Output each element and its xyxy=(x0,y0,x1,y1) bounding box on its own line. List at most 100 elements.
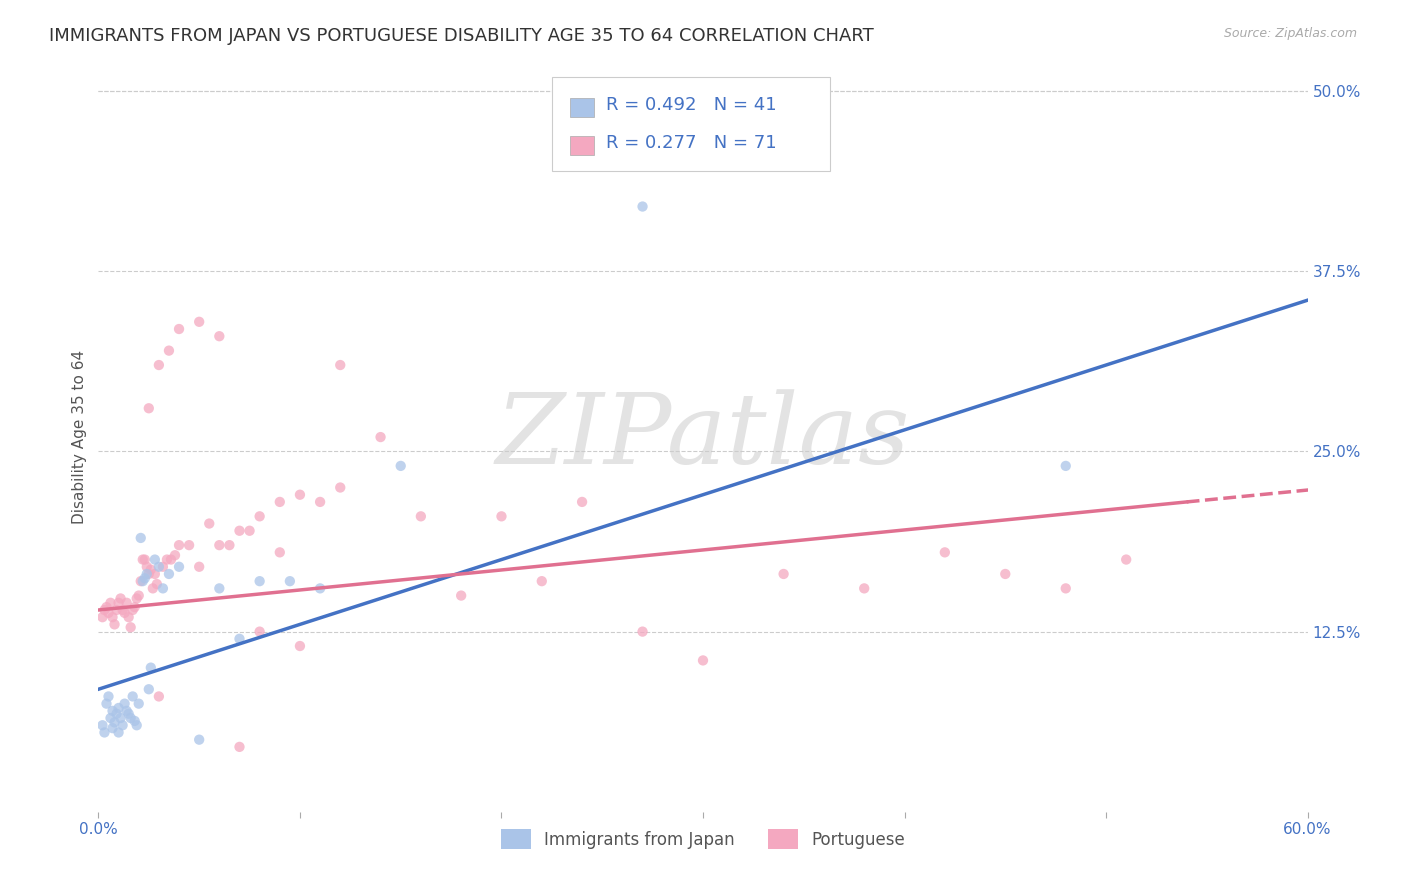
Point xyxy=(167,322,190,336)
Point xyxy=(249,624,271,639)
Point xyxy=(156,552,179,566)
Point xyxy=(571,495,593,509)
Point xyxy=(121,603,143,617)
Point xyxy=(118,610,141,624)
Point xyxy=(146,577,169,591)
Point xyxy=(631,624,654,639)
Point xyxy=(278,574,301,589)
Point xyxy=(370,430,392,444)
Point xyxy=(167,538,190,552)
Point xyxy=(111,718,134,732)
Point xyxy=(530,574,553,589)
Point xyxy=(91,718,114,732)
Point xyxy=(188,315,211,329)
Point xyxy=(135,566,157,581)
Legend: Immigrants from Japan, Portuguese: Immigrants from Japan, Portuguese xyxy=(494,822,912,855)
Point xyxy=(103,617,125,632)
Point xyxy=(934,545,956,559)
Point xyxy=(120,711,142,725)
Point xyxy=(129,531,152,545)
Point xyxy=(143,566,166,581)
Point xyxy=(450,589,472,603)
Point xyxy=(101,704,124,718)
Point xyxy=(772,566,794,581)
Point xyxy=(288,488,311,502)
Point xyxy=(101,610,124,624)
Bar xyxy=(569,98,595,117)
Point xyxy=(107,701,129,715)
Point xyxy=(188,732,211,747)
Point xyxy=(103,715,125,730)
Point xyxy=(167,559,190,574)
Point xyxy=(1115,552,1137,566)
Point xyxy=(121,690,143,704)
Point xyxy=(269,495,291,509)
Point xyxy=(107,725,129,739)
Point xyxy=(157,343,180,358)
Point xyxy=(208,538,231,552)
Point xyxy=(139,563,162,577)
Point xyxy=(228,739,250,754)
Point xyxy=(148,559,170,574)
Point xyxy=(125,591,148,606)
Point xyxy=(135,559,157,574)
Point xyxy=(142,582,165,596)
Point xyxy=(115,704,138,718)
Point xyxy=(208,582,231,596)
Point xyxy=(93,725,115,739)
Point xyxy=(91,610,114,624)
Point xyxy=(228,632,250,646)
Point xyxy=(107,596,129,610)
Point xyxy=(97,690,120,704)
Point xyxy=(228,524,250,538)
Point xyxy=(111,603,134,617)
Point xyxy=(132,574,155,589)
Point xyxy=(96,697,118,711)
Point xyxy=(105,603,128,617)
Point xyxy=(188,559,211,574)
Point xyxy=(134,571,156,585)
Point xyxy=(152,559,174,574)
Point xyxy=(329,358,352,372)
Point xyxy=(138,682,160,697)
Point xyxy=(239,524,262,538)
Point xyxy=(138,566,160,581)
Point xyxy=(179,538,201,552)
Point xyxy=(491,509,513,524)
Point xyxy=(114,606,136,620)
Point xyxy=(132,552,155,566)
Point xyxy=(1054,458,1077,473)
Point xyxy=(148,690,170,704)
Point xyxy=(994,566,1017,581)
Point xyxy=(148,358,170,372)
Point xyxy=(389,458,412,473)
Point xyxy=(134,552,156,566)
Point xyxy=(93,603,115,617)
Point xyxy=(631,200,654,214)
Point xyxy=(139,660,162,674)
Point xyxy=(288,639,311,653)
Point xyxy=(138,401,160,416)
Point xyxy=(128,589,150,603)
Point xyxy=(129,574,152,589)
Point xyxy=(329,481,352,495)
Point xyxy=(152,582,174,596)
Text: IMMIGRANTS FROM JAPAN VS PORTUGUESE DISABILITY AGE 35 TO 64 CORRELATION CHART: IMMIGRANTS FROM JAPAN VS PORTUGUESE DISA… xyxy=(49,27,875,45)
Point xyxy=(853,582,876,596)
FancyBboxPatch shape xyxy=(551,78,830,171)
Point xyxy=(249,509,271,524)
Point xyxy=(110,711,132,725)
Point xyxy=(101,721,124,735)
Point xyxy=(120,620,142,634)
Text: ZIPatlas: ZIPatlas xyxy=(496,390,910,484)
Point xyxy=(105,706,128,721)
Text: Source: ZipAtlas.com: Source: ZipAtlas.com xyxy=(1223,27,1357,40)
Point xyxy=(163,548,186,562)
Point xyxy=(100,596,122,610)
Text: R = 0.492   N = 41: R = 0.492 N = 41 xyxy=(606,96,778,114)
Point xyxy=(249,574,271,589)
Bar xyxy=(569,136,595,154)
Point xyxy=(124,714,146,728)
Point xyxy=(96,600,118,615)
Point xyxy=(110,591,132,606)
